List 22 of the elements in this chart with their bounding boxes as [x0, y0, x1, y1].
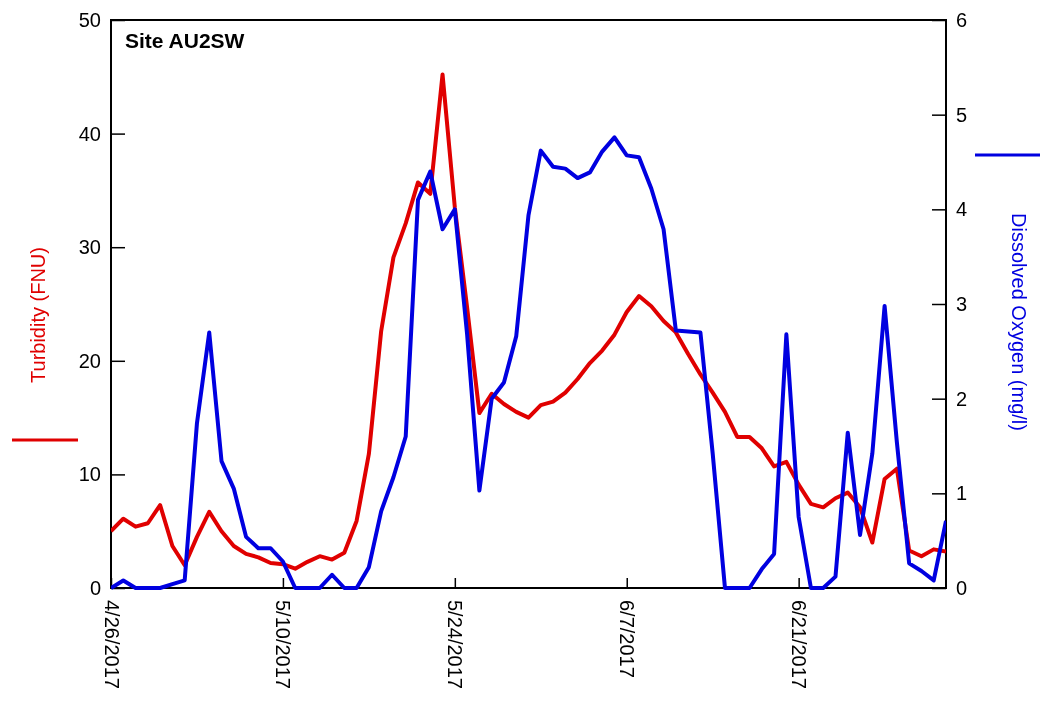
- y-tick-label: 30: [78, 236, 101, 259]
- y-tick-label: 20: [78, 349, 101, 372]
- x-tick-label: 6/21/2017: [788, 600, 811, 689]
- y2-tick-label: 6: [956, 8, 968, 31]
- x-tick-label: 6/7/2017: [616, 600, 639, 678]
- y-tick-label: 50: [78, 8, 101, 31]
- y2-tick-label: 1: [956, 482, 968, 505]
- y2-tick-label: 2: [956, 387, 968, 410]
- y2-tick-label: 5: [956, 103, 968, 126]
- x-tick-label: 5/24/2017: [444, 600, 467, 689]
- line-series: [111, 135, 946, 590]
- chart-title: Site AU2SW: [125, 29, 245, 52]
- y-tick-label: 40: [78, 122, 101, 145]
- y-axis-title: Turbidity (FNU): [27, 247, 49, 383]
- y2-tick-label: 0: [956, 576, 968, 599]
- x-tick-label: 5/10/2017: [272, 600, 295, 689]
- y2-tick-label: 3: [956, 292, 968, 315]
- y-tick-label: 0: [89, 576, 101, 599]
- y-tick-label: 10: [78, 463, 101, 486]
- y2-tick-label: 4: [956, 198, 968, 221]
- y2-axis-title: Dissolved Oxygen (mg/l): [1008, 213, 1030, 431]
- x-tick-label: 4/26/2017: [100, 600, 123, 689]
